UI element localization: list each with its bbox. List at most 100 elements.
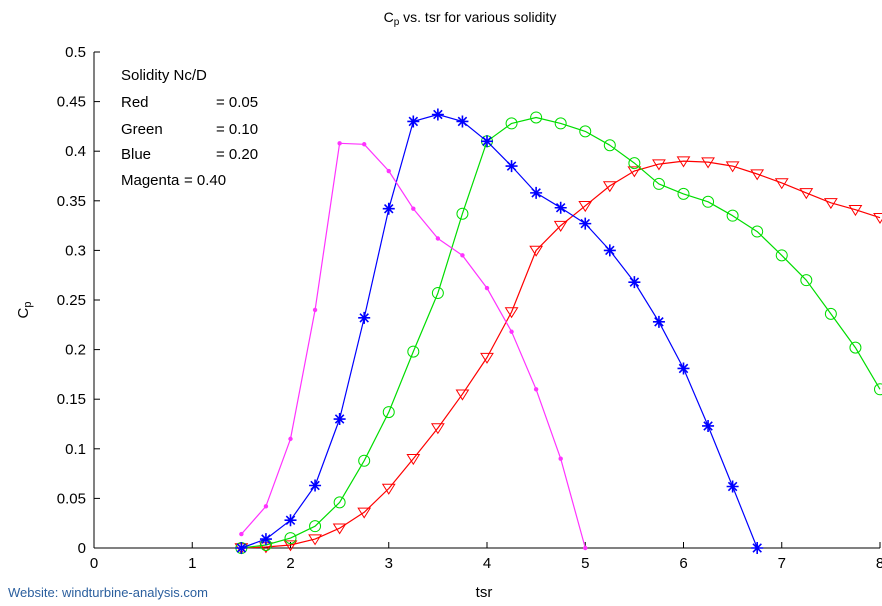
data-point-red [308,534,322,546]
y-tick-label: 0.2 [65,342,86,359]
series-line-green [241,116,881,549]
data-point-red [430,423,445,435]
data-point-green [456,207,469,220]
data-point-green [358,454,371,467]
y-tick-label: 0.1 [65,441,86,458]
data-point-magenta [263,504,269,509]
series-line-red [241,160,881,549]
x-tick-label: 4 [483,555,491,572]
data-point-red [823,198,838,210]
data-point-blue [309,479,322,492]
data-point-red [332,523,347,535]
data-point-magenta [583,545,588,551]
y-axis-label: Cp [15,302,34,319]
y-tick-label: 0.45 [57,94,86,111]
data-point-blue [628,276,641,289]
data-point-magenta [337,141,342,146]
data-point-green [603,139,616,152]
data-point-magenta [509,329,514,334]
x-tick-label: 8 [876,555,882,572]
data-point-green [407,345,420,358]
data-point-blue [554,201,567,214]
series-line-blue [241,113,758,549]
data-point-green [726,209,739,222]
data-point-blue [481,135,493,148]
data-point-red [283,540,298,552]
legend-value-blue: = 0.20 [216,146,258,163]
data-point-magenta [312,307,318,313]
data-point-green [824,307,837,320]
data-point-red [504,307,519,319]
data-point-red [553,220,568,232]
data-point-green [702,195,715,208]
data-point-green [431,287,444,300]
data-point-green [775,249,788,262]
x-tick-label: 1 [188,555,196,572]
data-point-red [455,389,470,401]
data-point-red [652,159,666,171]
y-tick-label: 0.15 [57,391,86,408]
data-point-red [848,205,863,217]
data-point-blue [333,413,346,426]
data-point-magenta [361,142,367,147]
y-tick-label: 0.3 [65,242,86,259]
data-point-blue [751,542,764,554]
data-point-blue [677,362,690,375]
y-tick-label: 0.35 [57,193,86,210]
data-point-blue [235,542,248,554]
data-point-magenta [288,436,293,442]
data-point-blue [284,514,297,527]
x-tick-label: 2 [286,555,294,572]
data-point-green [751,225,764,238]
data-point-blue [456,115,469,128]
data-point-red [529,245,544,257]
data-point-red [725,161,740,173]
data-point-blue [407,115,420,128]
x-axis-label: tsr [476,584,493,601]
data-point-blue [603,244,616,257]
data-point-green [530,111,543,124]
data-point-blue [505,160,518,173]
data-point-green [849,341,862,354]
data-point-magenta [386,168,391,174]
data-point-red [406,454,421,466]
data-point-green [333,496,346,509]
x-tick-label: 5 [581,555,589,572]
data-point-red [381,483,396,495]
data-point-green [652,177,665,190]
data-point-green [628,157,641,170]
data-point-red [602,181,617,193]
data-point-green [677,187,690,200]
y-tick-label: 0.4 [65,143,86,160]
data-point-magenta [435,236,441,241]
data-point-magenta [533,387,539,392]
data-point-blue [530,186,543,199]
data-point-magenta [411,206,416,211]
data-point-blue [358,311,371,324]
plot-area: 0 1 2 3 4 5 6 7 8 0 0.05 0.1 0.15 0.2 0.25 0.3 0.35 0.4 0.… [57,44,882,572]
y-tick-label: 0 [78,540,86,557]
legend-name-green: Green [121,121,163,138]
data-point-magenta [484,285,490,291]
data-point-green [382,406,395,419]
y-tick-label: 0.25 [57,292,86,309]
data-point-blue [579,217,592,230]
x-tick-label: 7 [778,555,786,572]
data-point-blue [652,315,665,328]
x-tick-label: 6 [679,555,687,572]
data-point-blue [431,108,444,121]
data-point-red [627,166,642,178]
chart-title: Cp vs. tsr for various solidity [384,9,557,28]
y-tick-label: 0.5 [65,44,86,61]
website-credit: Website: windturbine-analysis.com [8,585,208,600]
data-point-blue [259,533,272,546]
data-point-green [284,532,297,545]
data-point-magenta [460,253,465,258]
x-tick-label: 0 [90,555,98,572]
data-point-magenta [239,531,244,537]
legend-value-red: = 0.05 [216,94,258,111]
legend-name-blue: Blue [121,146,151,163]
data-point-red [873,212,882,225]
x-tick-label: 3 [385,555,393,572]
